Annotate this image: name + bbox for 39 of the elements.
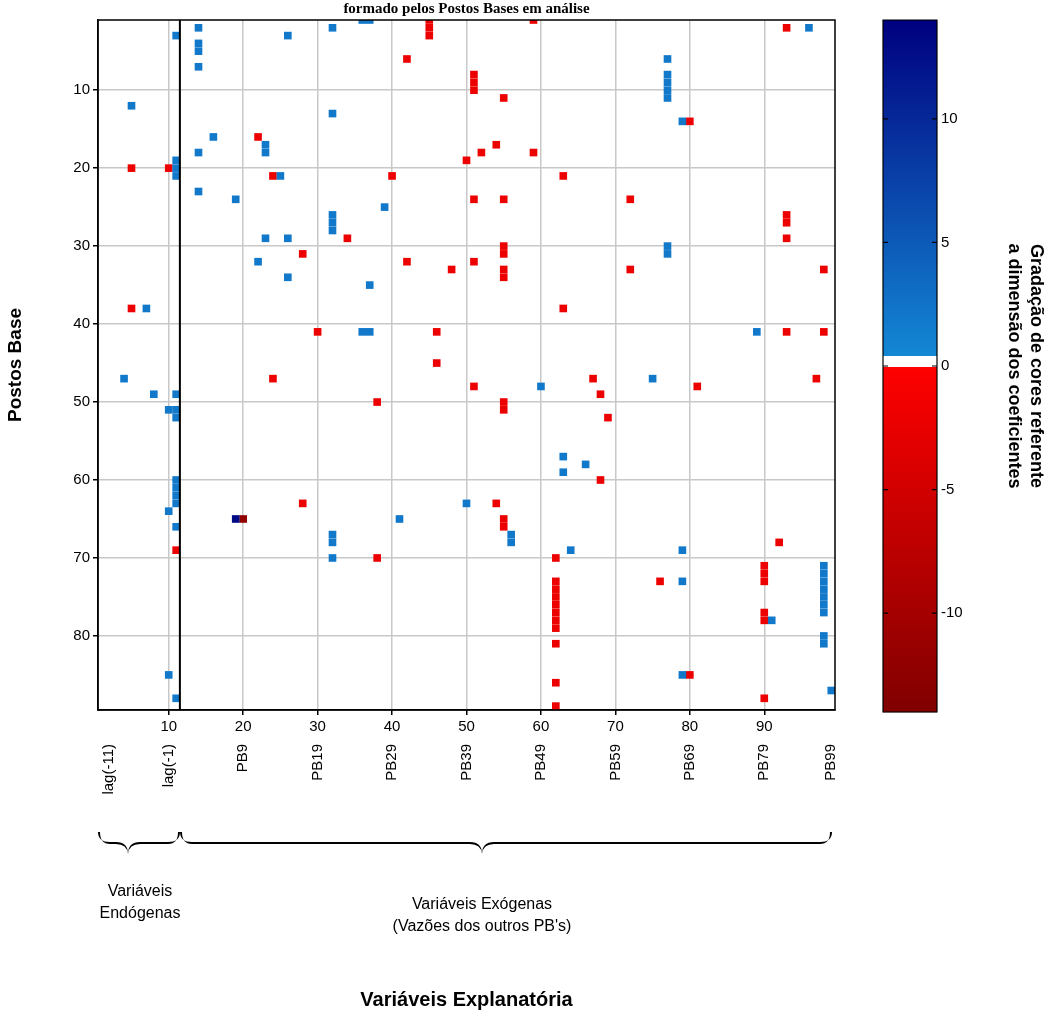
x-tick-label: 10: [160, 717, 178, 735]
color-bar-title: Gradação de cores referente a dimensão dos coeficientes: [1005, 243, 1048, 489]
color-bar-label: 10: [941, 109, 958, 126]
x-tick-label: 80: [681, 717, 699, 735]
x-tick-label: 70: [607, 717, 624, 735]
y-tick-label: 50: [73, 392, 90, 410]
text: lag(-11): [99, 744, 117, 795]
x-tick-label: 60: [532, 717, 550, 735]
color-bar-label: -10: [941, 603, 963, 621]
y-tick-label: 60: [73, 470, 90, 488]
y-tick-label: 70: [73, 548, 90, 566]
y-tick-label: 40: [73, 314, 90, 332]
text: Variáveis Explanatória: [359, 988, 574, 1011]
color-bar-label: 0: [941, 356, 950, 374]
y-tick-label: 20: [73, 158, 90, 176]
x-tick-label: 20: [234, 717, 252, 735]
x-tick-label: 30: [309, 717, 326, 735]
text: PB29: [382, 744, 400, 781]
x-tick-label: 90: [755, 717, 773, 735]
text: PB9: [233, 744, 251, 773]
y-tick-label: 10: [73, 80, 90, 98]
color-bar-label: -5: [941, 479, 955, 497]
color-bar-label: 5: [941, 232, 950, 250]
text: PB39: [456, 744, 474, 781]
chart-title: formado pelos Postos Bases em análise: [343, 0, 590, 17]
y-tick-label: 80: [73, 626, 90, 644]
y-tick-label: 30: [73, 236, 90, 254]
y-axis-title: Postos Base: [3, 307, 25, 423]
text: Variáveis Exógenas (Vazões dos outros PB's): [391, 894, 573, 936]
text: lag(-1): [158, 744, 176, 788]
text: PB99: [821, 744, 839, 781]
text: PB69: [679, 744, 697, 781]
text: Variáveis Endógenas: [98, 881, 182, 923]
text: PB79: [754, 744, 772, 781]
x-tick-label: 40: [383, 717, 401, 735]
x-tick-label: 50: [458, 717, 475, 735]
text: PB19: [307, 744, 325, 781]
text: PB49: [531, 744, 549, 781]
text: PB59: [605, 744, 623, 781]
